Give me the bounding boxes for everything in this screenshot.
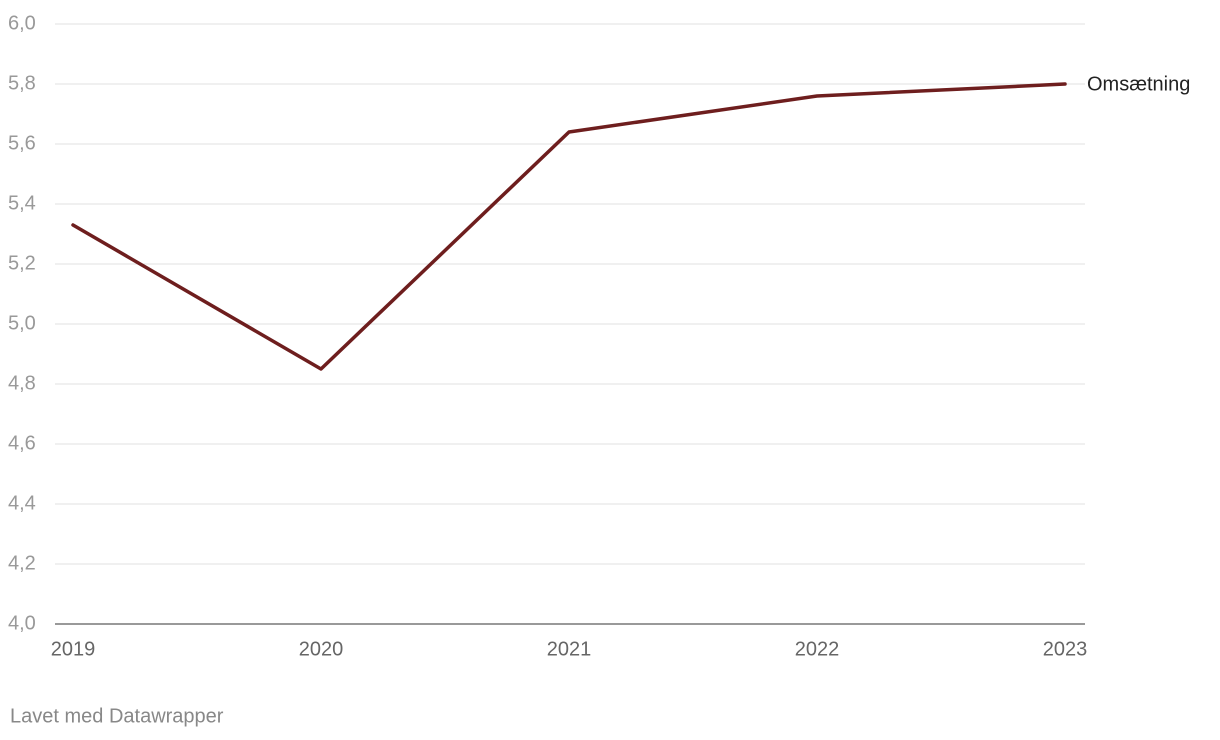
y-tick-label: 5,8: [8, 72, 36, 94]
series-label: Omsætning: [1087, 73, 1190, 95]
y-tick-label: 5,6: [8, 132, 36, 154]
x-tick-label: 2019: [51, 638, 96, 660]
y-tick-label: 4,0: [8, 612, 36, 634]
x-tick-label: 2022: [795, 638, 840, 660]
x-tick-label: 2021: [547, 638, 592, 660]
y-tick-label: 4,2: [8, 552, 36, 574]
x-tick-label: 2020: [299, 638, 344, 660]
y-tick-label: 6,0: [8, 12, 36, 34]
y-tick-label: 5,4: [8, 192, 36, 214]
credit: Lavet med Datawrapper: [10, 705, 224, 727]
y-tick-label: 5,2: [8, 252, 36, 274]
x-tick-label: 2023: [1043, 638, 1088, 660]
y-tick-label: 4,4: [8, 492, 36, 514]
y-tick-label: 5,0: [8, 312, 36, 334]
y-tick-label: 4,8: [8, 372, 36, 394]
y-tick-label: 4,6: [8, 432, 36, 454]
line: [71, 82, 1067, 371]
